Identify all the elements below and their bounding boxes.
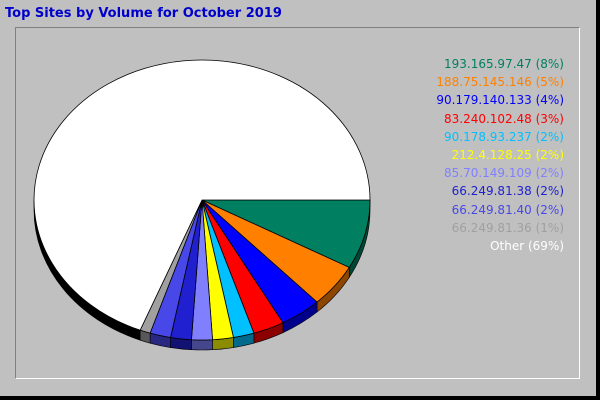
legend-entry: Other (69%)	[490, 239, 564, 254]
legend-entry: 212.4.128.25 (2%)	[451, 148, 564, 163]
legend-entry: 90.178.93.237 (2%)	[443, 129, 564, 144]
legend: 193.165.97.47 (8%) 188.75.145.146 (5%) 90.…	[436, 55, 564, 255]
legend-entry: 66.249.81.38 (2%)	[451, 184, 564, 199]
chart-title: Top Sites by Volume for October 2019	[5, 6, 282, 21]
chart-panel	[15, 27, 580, 379]
legend-entry: 90.179.140.133 (4%)	[436, 93, 564, 108]
pie-slice-other	[33, 59, 371, 331]
legend-entry: 83.240.102.48 (3%)	[443, 111, 564, 126]
legend-entry: 188.75.145.146 (5%)	[436, 75, 564, 90]
legend-entry: 193.165.97.47 (8%)	[443, 57, 564, 71]
legend-entry: 66.249.81.40 (2%)	[451, 202, 564, 217]
legend-entry: 85.70.149.109 (2%)	[443, 166, 564, 181]
pie-slice-side-6	[191, 339, 213, 351]
legend-entry: 66.249.81.36 (1%)	[451, 220, 564, 235]
